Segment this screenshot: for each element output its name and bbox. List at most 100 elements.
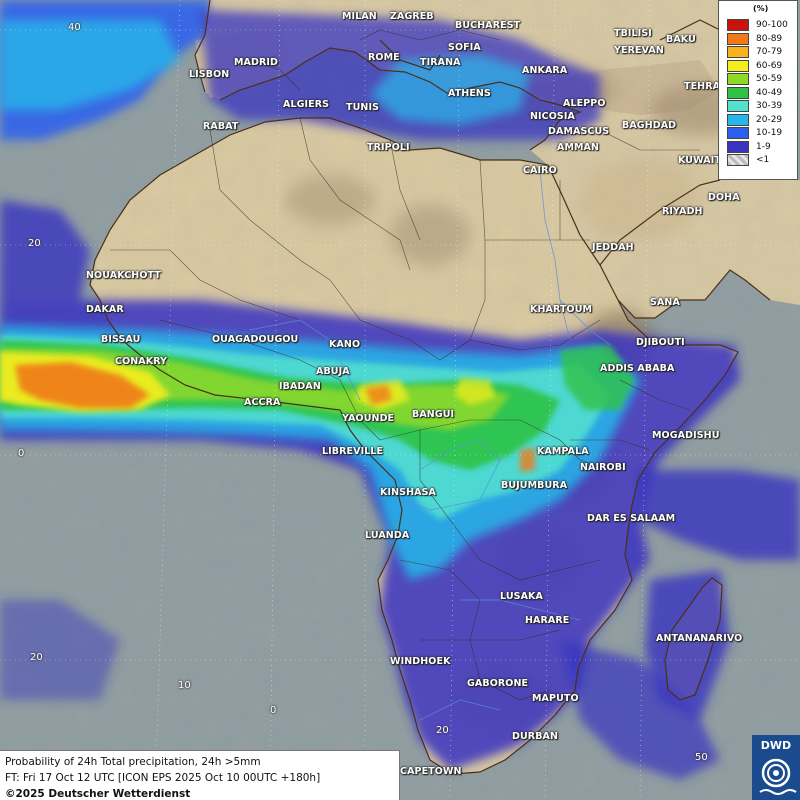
- city-milan: MILAN: [342, 11, 377, 22]
- legend-label: 80-89: [756, 33, 783, 44]
- legend-unit: (%): [753, 4, 769, 13]
- city-riyadh: RIYADH: [662, 206, 703, 217]
- lat-label-minus20: 20: [30, 652, 43, 663]
- precip-field-orange: [15, 362, 535, 472]
- lat-label-20: 20: [28, 238, 41, 249]
- info-copyright: ©2025 Deutscher Wetterdienst: [5, 788, 191, 800]
- legend-entry: 30-39: [727, 100, 782, 112]
- city-aleppo: ALEPPO: [563, 98, 606, 109]
- city-algiers: ALGIERS: [283, 99, 330, 110]
- legend-swatch: [727, 154, 749, 166]
- city-windhoek: WINDHOEK: [390, 656, 451, 667]
- city-ankara: ANKARA: [522, 65, 568, 76]
- legend-entry: 1-9: [727, 140, 771, 153]
- legend-entry: 60-69: [727, 59, 783, 72]
- legend-label: 40-49: [756, 87, 783, 98]
- legend-entry: 70-79: [727, 46, 782, 58]
- city-dar-es-salaam: DAR ES SALAAM: [587, 513, 676, 524]
- legend-swatch: [727, 100, 749, 112]
- legend-label: 30-39: [756, 101, 783, 111]
- city-conakry: CONAKRY: [115, 356, 168, 367]
- rivers: [249, 169, 611, 721]
- lat-label-40: 40: [68, 22, 81, 33]
- city-baghdad: BAGHDAD: [622, 120, 677, 131]
- city-kampala: KAMPALA: [537, 446, 589, 457]
- legend-swatch: [727, 127, 749, 139]
- lon-label-50: 50: [695, 752, 708, 763]
- city-tehran: TEHRAN: [684, 81, 729, 92]
- city-maputo: MAPUTO: [532, 693, 579, 704]
- city-sana: SANA: [650, 297, 680, 308]
- city-bangui: BANGUI: [412, 409, 455, 420]
- city-dakar: DAKAR: [86, 304, 124, 315]
- city-kuwait: KUWAIT: [678, 155, 721, 166]
- city-durban: DURBAN: [512, 731, 559, 742]
- city-rome: ROME: [368, 52, 400, 63]
- city-addis-ababa: ADDIS ABABA: [600, 363, 675, 374]
- city-rabat: RABAT: [203, 121, 239, 132]
- legend-entry: 90-100: [727, 19, 788, 31]
- city-nairobi: NAIROBI: [580, 462, 626, 473]
- city-ouagadougou: OUAGADOUGOU: [212, 334, 299, 345]
- legend-label: 60-69: [756, 60, 783, 71]
- city-accra: ACCRA: [244, 397, 281, 408]
- legend-entry: 10-19: [727, 127, 782, 139]
- city-lisbon: LISBON: [189, 69, 230, 80]
- city-kinshasa: KINSHASA: [380, 487, 436, 498]
- info-title: Probability of 24h Total precipitation, …: [5, 756, 261, 768]
- coastlines: [89, 0, 771, 775]
- legend-entry: 80-89: [727, 32, 783, 45]
- city-kano: KANO: [329, 339, 361, 350]
- city-tirana: TIRANA: [420, 57, 461, 68]
- info-forecast-time: FT: Fri 17 Oct 12 UTC [ICON EPS 2025 Oct…: [5, 772, 321, 784]
- legend-label: 10-19: [756, 128, 783, 138]
- city-bujumbura: BUJUMBURA: [501, 480, 568, 491]
- city-nicosia: NICOSIA: [530, 111, 575, 122]
- city-amman: AMMAN: [557, 142, 600, 153]
- lon-label-0: 0: [270, 705, 277, 716]
- city-gaborone: GABORONE: [467, 678, 529, 689]
- city-abuja: ABUJA: [316, 366, 350, 377]
- city-mogadishu: MOGADISHU: [652, 430, 720, 441]
- city-madrid: MADRID: [234, 57, 279, 68]
- city-luanda: LUANDA: [365, 530, 410, 541]
- legend-label: 1-9: [756, 141, 771, 152]
- lon-label-20: 20: [436, 725, 449, 736]
- legend-swatch: [727, 19, 749, 31]
- city-bucharest: BUCHAREST: [455, 20, 521, 31]
- city-antananarivo: ANTANANARIVO: [656, 633, 743, 644]
- city-baku: BAKU: [666, 34, 696, 45]
- legend-entry: 40-49: [727, 86, 783, 99]
- city-zagreb: ZAGREB: [390, 11, 434, 22]
- city-capetown: CAPETOWN: [400, 766, 462, 777]
- dwd-swirl-icon: [759, 758, 797, 795]
- city-khartoum: KHARTOUM: [530, 304, 593, 315]
- legend-swatch: [727, 86, 749, 99]
- info-box: Probability of 24h Total precipitation, …: [0, 750, 400, 800]
- legend-label: 90-100: [756, 20, 788, 30]
- city-athens: ATHENS: [448, 88, 491, 99]
- legend-swatch: [727, 113, 749, 126]
- city-libreville: LIBREVILLE: [322, 446, 384, 457]
- lon-label-10: 10: [178, 680, 191, 691]
- city-bissau: BISSAU: [101, 334, 141, 345]
- city-lusaka: LUSAKA: [500, 591, 543, 602]
- lat-label-0: 0: [18, 448, 25, 459]
- city-doha: DOHA: [708, 192, 740, 203]
- legend-entry: 50-59: [727, 73, 782, 85]
- legend-label: <1: [756, 155, 770, 165]
- city-ibadan: IBADAN: [279, 381, 321, 392]
- city-yaounde: YAOUNDE: [342, 413, 395, 424]
- city-yerevan: YEREVAN: [614, 45, 664, 56]
- legend-entry: 20-29: [727, 113, 783, 126]
- city-jeddah: JEDDAH: [592, 242, 634, 253]
- legend-label: 20-29: [756, 114, 783, 125]
- city-tbilisi: TBILISI: [614, 28, 652, 39]
- city-cairo: CAIRO: [523, 165, 557, 176]
- country-borders: [110, 29, 700, 701]
- legend-entry: <1: [727, 154, 769, 166]
- dwd-logo-text: DWD: [760, 739, 792, 752]
